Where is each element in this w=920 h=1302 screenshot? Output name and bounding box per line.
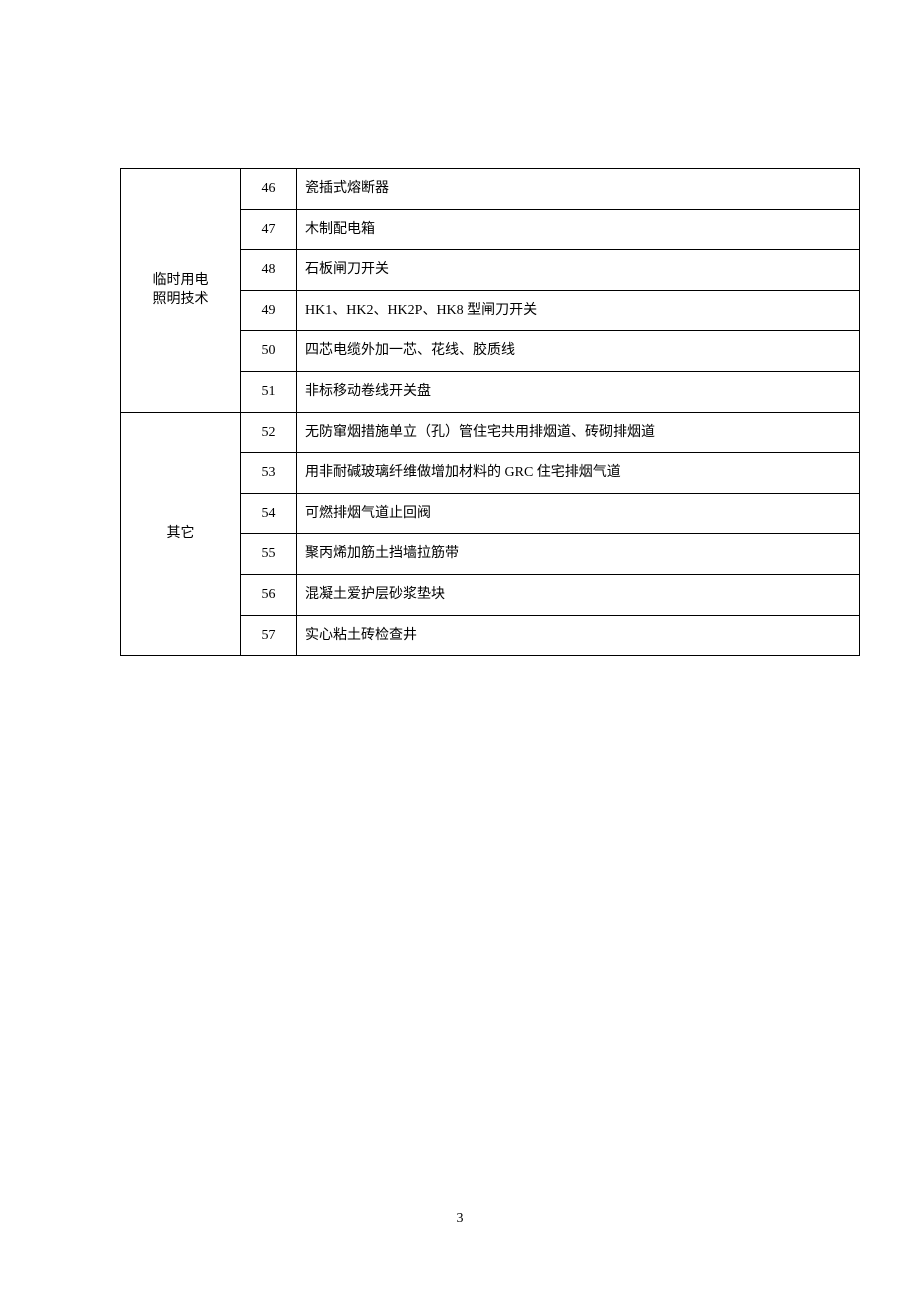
description-cell: 混凝土爱护层砂浆垫块 <box>297 574 860 615</box>
category-text: 其它 <box>127 524 234 544</box>
number-cell: 56 <box>241 574 297 615</box>
description-cell: 实心粘土砖检查井 <box>297 615 860 656</box>
description-cell: 木制配电箱 <box>297 209 860 250</box>
data-table: 临时用电 照明技术 46 瓷插式熔断器 47 木制配电箱 48 石板闸刀开关 4… <box>120 168 860 656</box>
page-number: 3 <box>0 1211 920 1227</box>
number-cell: 54 <box>241 493 297 534</box>
category-text: 照明技术 <box>127 290 234 310</box>
number-cell: 46 <box>241 169 297 210</box>
table-body: 临时用电 照明技术 46 瓷插式熔断器 47 木制配电箱 48 石板闸刀开关 4… <box>121 169 860 656</box>
description-cell: 瓷插式熔断器 <box>297 169 860 210</box>
description-cell: 石板闸刀开关 <box>297 250 860 291</box>
description-cell: 可燃排烟气道止回阀 <box>297 493 860 534</box>
table-row: 其它 52 无防窜烟措施单立（孔）管住宅共用排烟道、砖砌排烟道 <box>121 412 860 453</box>
number-cell: 53 <box>241 453 297 494</box>
page-container: 临时用电 照明技术 46 瓷插式熔断器 47 木制配电箱 48 石板闸刀开关 4… <box>0 0 920 656</box>
number-cell: 57 <box>241 615 297 656</box>
table-row: 临时用电 照明技术 46 瓷插式熔断器 <box>121 169 860 210</box>
category-cell: 临时用电 照明技术 <box>121 169 241 413</box>
category-cell: 其它 <box>121 412 241 656</box>
description-cell: 用非耐碱玻璃纤维做增加材料的 GRC 住宅排烟气道 <box>297 453 860 494</box>
number-cell: 49 <box>241 290 297 331</box>
number-cell: 51 <box>241 371 297 412</box>
number-cell: 48 <box>241 250 297 291</box>
description-cell: 无防窜烟措施单立（孔）管住宅共用排烟道、砖砌排烟道 <box>297 412 860 453</box>
number-cell: 52 <box>241 412 297 453</box>
category-text: 临时用电 <box>127 271 234 291</box>
description-cell: HK1、HK2、HK2P、HK8 型闸刀开关 <box>297 290 860 331</box>
description-cell: 聚丙烯加筋土挡墙拉筋带 <box>297 534 860 575</box>
description-cell: 四芯电缆外加一芯、花线、胶质线 <box>297 331 860 372</box>
number-cell: 55 <box>241 534 297 575</box>
description-cell: 非标移动卷线开关盘 <box>297 371 860 412</box>
number-cell: 47 <box>241 209 297 250</box>
number-cell: 50 <box>241 331 297 372</box>
